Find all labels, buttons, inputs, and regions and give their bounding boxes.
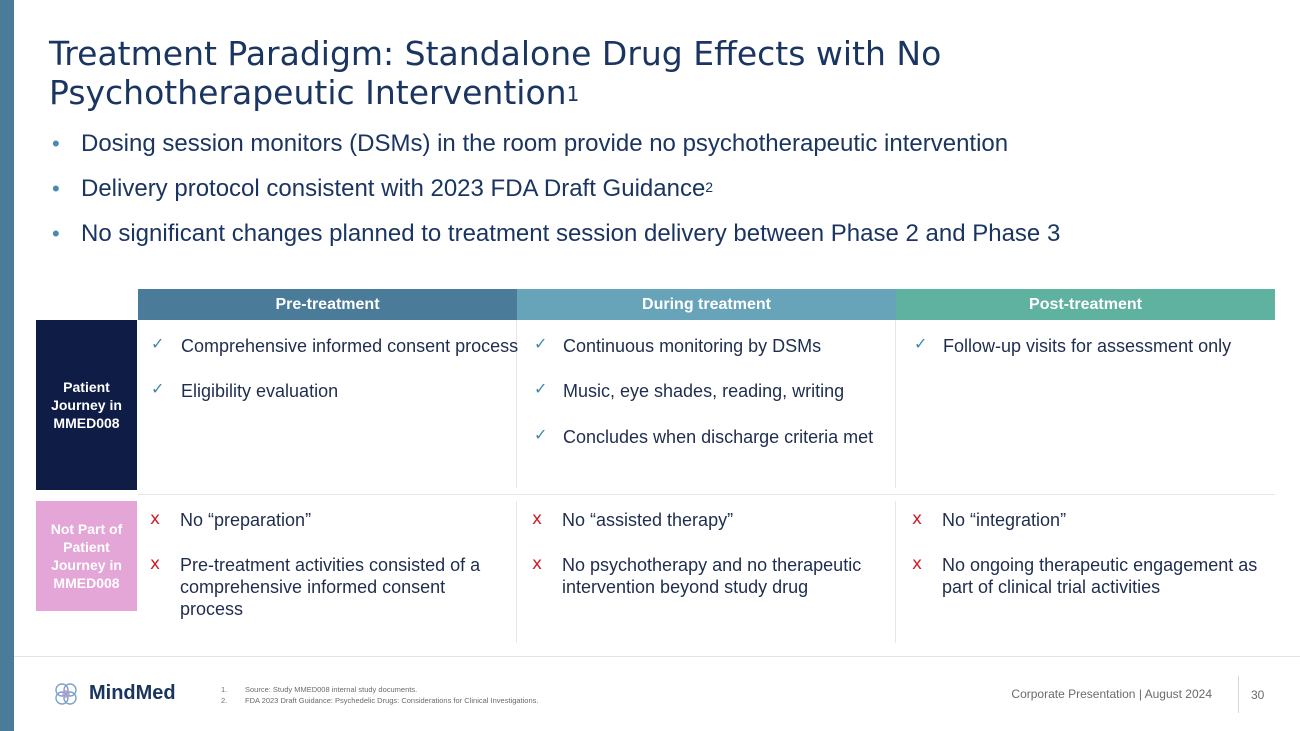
page-number-divider (1238, 676, 1239, 713)
patient-during-item: Concludes when discharge criteria met (563, 427, 874, 447)
footnote-number: 1. (221, 685, 228, 694)
check-icon: ✓ (914, 334, 928, 353)
row-label-patient-journey: Patient Journey in MMED008 (36, 320, 137, 490)
column-divider (516, 320, 517, 488)
row-label-text: Patient Journey in MMED008 (51, 379, 122, 431)
patient-pre-item: Comprehensive informed consent process (181, 336, 519, 356)
left-accent-bar (0, 0, 14, 731)
bullet-text: Delivery protocol consistent with 2023 F… (81, 175, 706, 202)
bullet-item: • Delivery protocol consistent with 2023 … (52, 173, 1060, 218)
title-text: Treatment Paradigm: Standalone Drug Effe… (49, 34, 942, 112)
check-icon: ✓ (151, 379, 165, 398)
title-footnote-ref: 1 (566, 82, 580, 106)
row-label-text: Not Part of Patient Journey in MMED008 (50, 521, 123, 591)
footnotes: 1. Source: Study MMED008 internal study … (221, 684, 538, 706)
x-mark-icon: x (150, 554, 161, 574)
footnote: 2. FDA 2023 Draft Guidance: Psychedelic … (221, 695, 538, 706)
x-mark-icon: x (912, 554, 923, 574)
x-mark-icon: x (532, 554, 543, 574)
notpart-during-item: No “assisted therapy” (562, 510, 734, 530)
check-icon: ✓ (534, 425, 548, 444)
footnote: 1. Source: Study MMED008 internal study … (221, 684, 538, 695)
check-icon: ✓ (151, 334, 165, 353)
column-header-during-treatment: During treatment (517, 289, 896, 320)
footnote-text: FDA 2023 Draft Guidance: Psychedelic Dru… (245, 696, 539, 705)
notpart-post-item: No ongoing therapeutic engagement as par… (942, 555, 1258, 597)
row-divider (138, 494, 1275, 495)
bullet-item: • Dosing session monitors (DSMs) in the r… (52, 128, 1060, 173)
column-divider (516, 501, 517, 643)
patient-post-item: Follow-up visits for assessment only (943, 336, 1232, 356)
footnote-text: Source: Study MMED008 internal study doc… (245, 685, 418, 694)
patient-during-item: Continuous monitoring by DSMs (563, 336, 822, 356)
patient-pre-item: Eligibility evaluation (181, 381, 339, 401)
brand-name: MindMed (89, 682, 176, 704)
bullet-footnote-ref: 2 (705, 179, 714, 195)
row-label-not-part: Not Part of Patient Journey in MMED008 (36, 501, 137, 611)
slide-title: Treatment Paradigm: Standalone Drug Effe… (49, 34, 1249, 112)
bullet-text: No significant changes planned to treatm… (81, 220, 1061, 247)
x-mark-icon: x (912, 509, 923, 529)
column-divider (895, 320, 896, 488)
page-number: 30 (1251, 688, 1265, 702)
x-mark-icon: x (150, 509, 161, 529)
bullet-item: • No significant changes planned to treat… (52, 218, 1060, 263)
presentation-label: Corporate Presentation | August 2024 (1011, 687, 1212, 701)
brain-icon (55, 683, 77, 705)
notpart-pre-item: No “preparation” (180, 510, 312, 530)
bullet-dot: • (52, 131, 60, 156)
check-icon: ✓ (534, 334, 548, 353)
notpart-during-item: No psychotherapy and no therapeutic inte… (562, 555, 862, 597)
column-divider (895, 501, 896, 643)
check-icon: ✓ (534, 379, 548, 398)
bullet-dot: • (52, 176, 60, 201)
column-header-post-treatment: Post-treatment (896, 289, 1275, 320)
notpart-post-item: No “integration” (942, 510, 1067, 530)
bullet-text: Dosing session monitors (DSMs) in the ro… (81, 130, 1009, 157)
bullet-list: • Dosing session monitors (DSMs) in the r… (52, 128, 1060, 263)
bullet-dot: • (52, 221, 60, 246)
footnote-number: 2. (221, 696, 228, 705)
patient-during-item: Music, eye shades, reading, writing (563, 381, 845, 401)
footer-divider (14, 656, 1300, 657)
x-mark-icon: x (532, 509, 543, 529)
notpart-pre-item: Pre-treatment activities consisted of a … (180, 555, 481, 619)
column-header-pre-treatment: Pre-treatment (138, 289, 517, 320)
